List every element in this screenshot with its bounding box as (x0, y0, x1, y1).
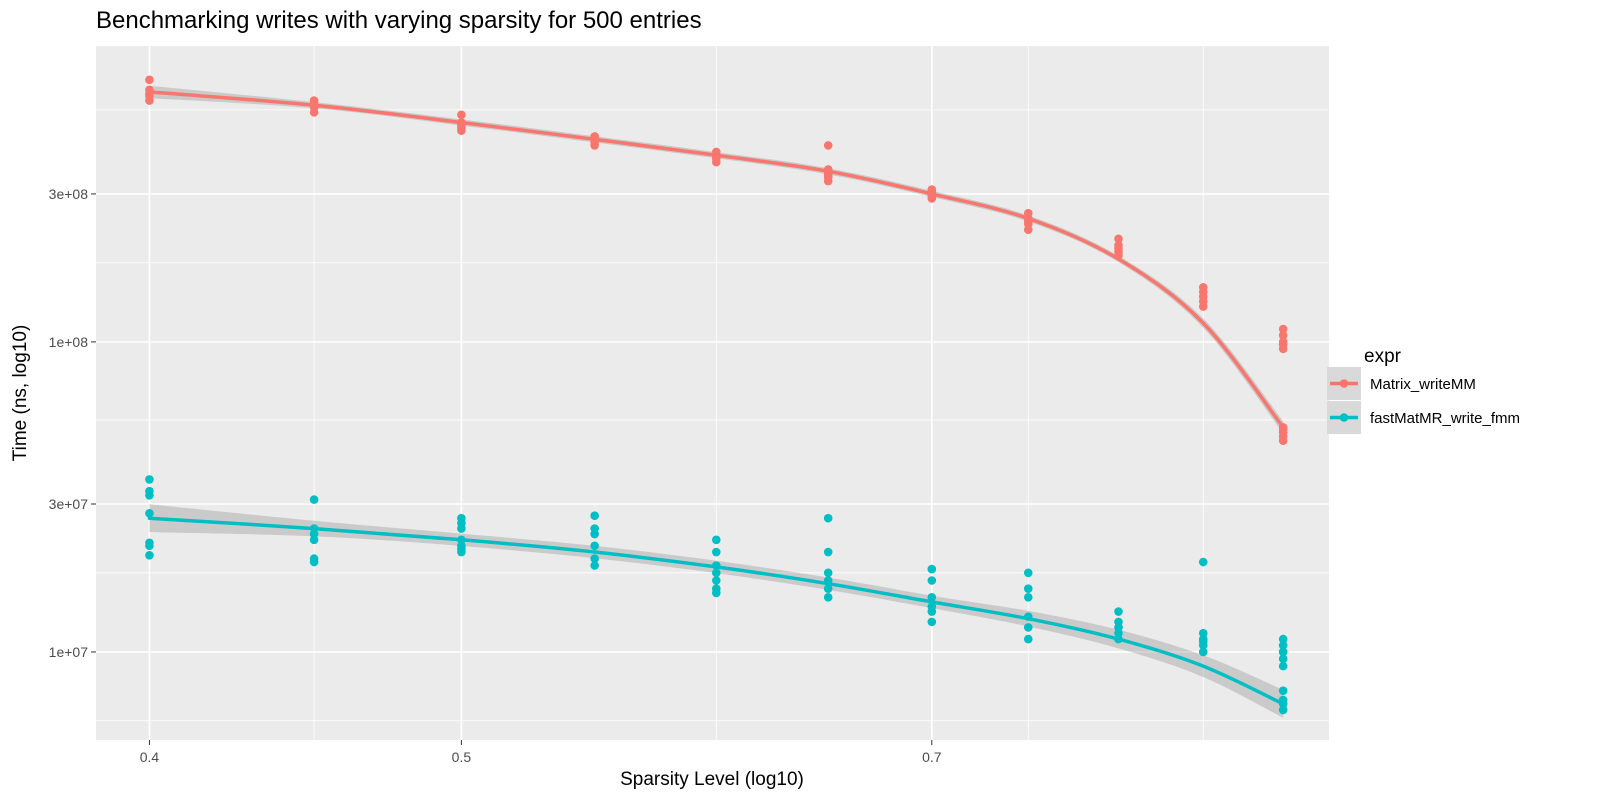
data-point (145, 475, 154, 484)
data-point (823, 547, 833, 557)
data-point (1023, 568, 1033, 578)
legend-key-point (1339, 413, 1349, 422)
data-points (145, 75, 1288, 715)
data-point (145, 508, 154, 518)
data-point (711, 535, 721, 545)
data-point (145, 538, 154, 548)
data-point (1198, 637, 1208, 646)
legend-key-point (1339, 379, 1349, 388)
data-point (1278, 634, 1288, 644)
x-axis-label: Sparsity Level (log10) (620, 769, 804, 790)
data-point (927, 576, 937, 585)
data-point (711, 547, 721, 557)
data-point (1198, 628, 1208, 638)
x-tick-label: 0.7 (922, 749, 942, 765)
data-point (1278, 331, 1288, 340)
data-point (1278, 661, 1288, 671)
data-point (1278, 324, 1288, 334)
data-point (1114, 234, 1123, 244)
data-point (145, 486, 154, 496)
data-point (823, 593, 833, 602)
data-point (1023, 593, 1033, 602)
data-point (1023, 584, 1033, 593)
x-tick-label: 0.4 (140, 749, 160, 765)
data-point (590, 541, 599, 551)
data-point (1023, 623, 1033, 632)
data-point (1278, 647, 1288, 657)
data-point (823, 513, 833, 523)
data-point (309, 495, 319, 504)
x-tick-label: 0.5 (452, 749, 472, 765)
data-point (711, 588, 721, 598)
data-point (457, 544, 466, 554)
data-point (457, 518, 466, 528)
data-point (145, 550, 154, 560)
chart-title: Benchmarking writes with varying sparsit… (96, 7, 702, 34)
data-point (1198, 647, 1208, 657)
data-point (1198, 287, 1208, 297)
data-point (1023, 634, 1033, 644)
data-point (823, 568, 833, 578)
data-point (145, 75, 154, 85)
data-point (823, 141, 833, 150)
data-point (823, 584, 833, 593)
data-point (1198, 297, 1208, 306)
data-point (1278, 686, 1288, 695)
y-axis-label: Time (ns, log10) (10, 325, 31, 462)
y-axis-ticks: 1e+07 3e+07 1e+08 3e+08 (49, 186, 96, 660)
y-tick-label: 1e+07 (49, 644, 89, 660)
data-point (927, 564, 937, 574)
data-point (1278, 705, 1288, 715)
smooth-lines (147, 90, 1285, 706)
smooth-line-matrix (147, 90, 1285, 430)
data-point (309, 557, 319, 567)
data-point (457, 110, 466, 120)
data-point (1114, 247, 1123, 257)
data-point (1114, 607, 1123, 616)
legend: expr Matrix_writeMM fastMatMR_write_fmm (1327, 346, 1520, 434)
data-point (309, 535, 319, 545)
data-point (711, 568, 721, 578)
data-point (1278, 641, 1288, 650)
data-point (1114, 240, 1123, 250)
data-point (1278, 340, 1288, 349)
data-point (1114, 628, 1123, 638)
data-point (457, 123, 466, 133)
data-point (590, 511, 599, 521)
data-point (1198, 557, 1208, 567)
x-axis-ticks: 0.4 0.5 0.7 (140, 740, 942, 765)
data-point (711, 576, 721, 585)
major-gridlines (96, 46, 1329, 740)
legend-label: Matrix_writeMM (1370, 376, 1476, 393)
data-point (927, 593, 937, 602)
data-point (590, 561, 599, 570)
legend-label: fastMatMR_write_fmm (1370, 410, 1520, 427)
data-point (927, 607, 937, 616)
data-point (1023, 208, 1033, 218)
data-point (590, 554, 599, 563)
y-tick-label: 3e+07 (49, 496, 89, 512)
data-point (927, 617, 937, 627)
y-tick-label: 1e+08 (49, 334, 89, 350)
data-point (1278, 654, 1288, 664)
legend-title: expr (1364, 346, 1402, 367)
smooth-line-fastmatmr (147, 516, 1285, 706)
data-point (590, 524, 599, 533)
y-tick-label: 3e+08 (49, 186, 89, 202)
